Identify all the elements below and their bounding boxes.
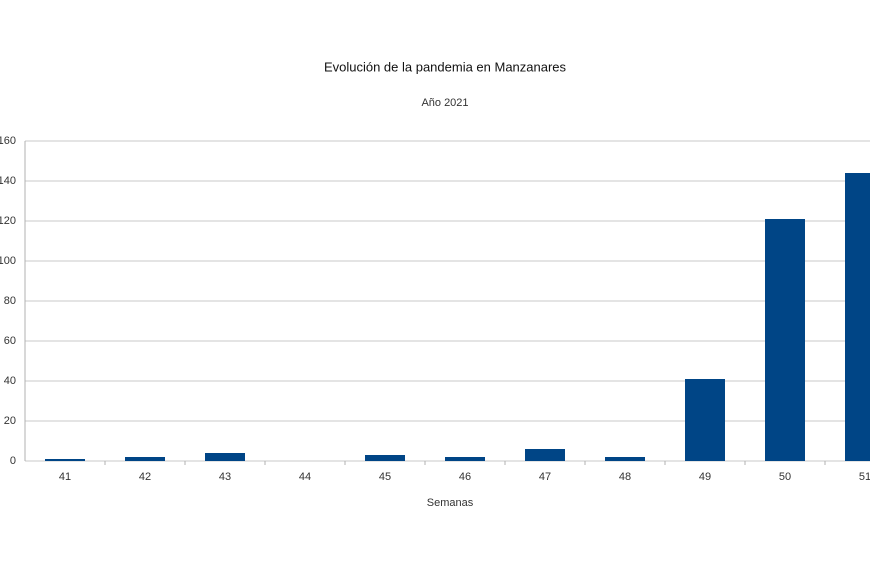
bar (365, 455, 405, 461)
y-tick-label: 160 (0, 135, 16, 147)
x-tick-label: 49 (699, 471, 711, 483)
x-tick-label: 50 (779, 471, 791, 483)
x-tick-label: 43 (219, 471, 231, 483)
bar (525, 449, 565, 461)
y-tick-label: 20 (4, 415, 16, 427)
bar (125, 457, 165, 461)
bar (685, 379, 725, 461)
bar (845, 173, 870, 461)
x-tick-label: 51 (859, 471, 870, 483)
chart-title: Evolución de la pandemia en Manzanares (324, 59, 567, 74)
x-tick-label: 44 (299, 471, 311, 483)
y-tick-label: 60 (4, 335, 16, 347)
y-tick-label: 80 (4, 295, 16, 307)
bar (445, 457, 485, 461)
bar (605, 457, 645, 461)
y-tick-label: 40 (4, 375, 16, 387)
bar (45, 459, 85, 461)
x-tick-label: 46 (459, 471, 471, 483)
bar (205, 453, 245, 461)
x-tick-label: 45 (379, 471, 391, 483)
y-tick-label: 120 (0, 215, 16, 227)
y-tick-label: 100 (0, 255, 16, 267)
x-axis-label: Semanas (427, 497, 474, 509)
y-tick-label: 140 (0, 175, 16, 187)
x-tick-label: 47 (539, 471, 551, 483)
x-tick-label: 42 (139, 471, 151, 483)
bar (765, 219, 805, 461)
x-tick-label: 48 (619, 471, 631, 483)
x-tick-label: 41 (59, 471, 71, 483)
chart-subtitle: Año 2021 (421, 97, 468, 109)
y-tick-label: 0 (10, 455, 16, 467)
